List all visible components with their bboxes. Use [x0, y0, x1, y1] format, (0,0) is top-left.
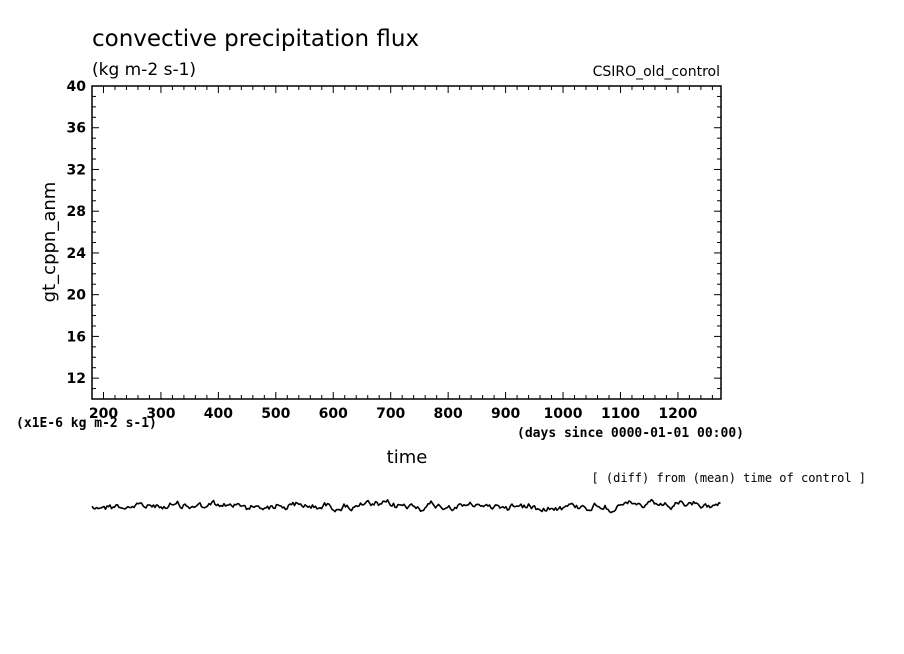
scale-note: (x1E-6 kg m-2 s-1) [16, 416, 157, 431]
y-tick-label: 40 [67, 79, 87, 95]
chart-title: convective precipitation flux [92, 26, 419, 52]
y-tick-label: 28 [67, 204, 86, 220]
y-tick-label: 20 [67, 288, 87, 304]
x-tick-label: 500 [261, 406, 290, 422]
diff-note: [ (diff) from (mean) time of control ] [591, 471, 866, 485]
x-tick-label: 400 [204, 406, 233, 422]
units-label: (kg m-2 s-1) [92, 60, 196, 80]
x-tick-label: 1100 [601, 406, 640, 422]
y-tick-label: 12 [67, 371, 86, 387]
x-axis: 200 300 400 500 600 700 800 900 1000 1100 1200 [89, 86, 713, 422]
series-trace [91, 498, 721, 514]
x-tick-label: 600 [319, 406, 348, 422]
run-label: CSIRO_old_control [593, 64, 720, 80]
y-axis: 40 36 32 28 24 20 16 12 [67, 79, 721, 400]
y-tick-label: 36 [67, 121, 86, 137]
x-tick-label: 300 [146, 406, 175, 422]
x-tick-label: 700 [376, 406, 405, 422]
y-tick-label: 24 [67, 246, 87, 262]
x-units-label: (days since 0000-01-01 00:00) [517, 426, 744, 441]
x-tick-label: 800 [434, 406, 463, 422]
x-tick-label: 1200 [658, 406, 697, 422]
x-tick-label: 1000 [544, 406, 583, 422]
x-tick-label: 200 [89, 406, 118, 422]
plot-frame [91, 85, 722, 400]
y-tick-label: 32 [67, 162, 86, 178]
y-axis-label: gt_cppn_anm [39, 182, 60, 303]
x-tick-label: 900 [491, 406, 520, 422]
x-axis-label: time [387, 447, 428, 468]
y-tick-label: 16 [67, 329, 86, 345]
series-line [91, 498, 721, 514]
